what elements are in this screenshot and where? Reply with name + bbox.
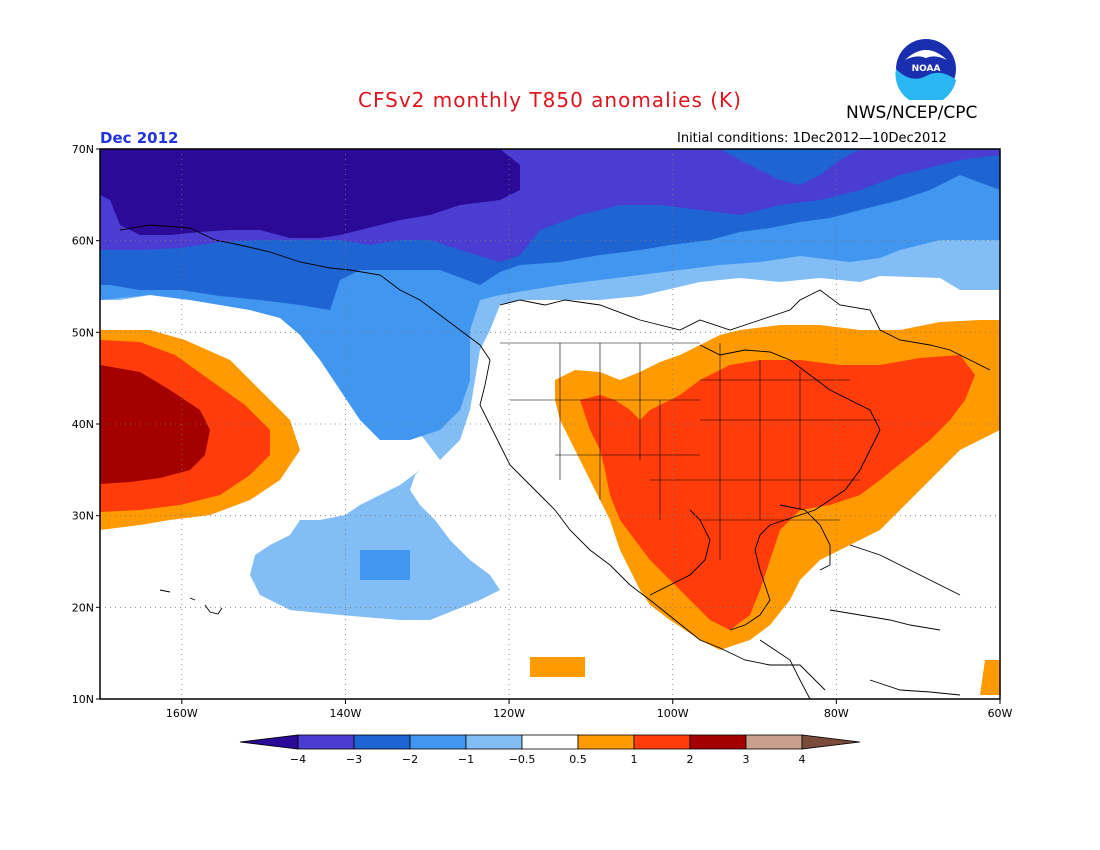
colorbar-swatch	[297, 734, 355, 750]
lat-lon-grid	[100, 149, 1000, 699]
lat-label: 10N	[72, 693, 94, 706]
colorbar: −4 −3 −2 −1 −0.5 0.5 1 2 3 4	[239, 734, 861, 766]
chart-title: CFSv2 monthly T850 anomalies (K)	[358, 88, 742, 112]
colorbar-label: 1	[631, 753, 638, 766]
lon-label: 60W	[988, 707, 1013, 720]
colorbar-label: −3	[346, 753, 362, 766]
lon-label: 80W	[824, 707, 849, 720]
anomaly-band-warm-tropics	[530, 657, 585, 677]
colorbar-swatch	[465, 734, 523, 750]
agency-label: NWS/NCEP/CPC	[846, 103, 978, 123]
colorbar-label: −1	[458, 753, 474, 766]
colorbar-label: −2	[402, 753, 418, 766]
lat-label: 30N	[72, 510, 94, 523]
colorbar-swatch	[689, 734, 747, 750]
colorbar-swatch	[633, 734, 691, 750]
colorbar-swatch	[353, 734, 411, 750]
colorbar-arrow-left	[239, 734, 299, 750]
logo-text: NOAA	[912, 64, 941, 74]
colorbar-arrow-right	[801, 734, 861, 750]
colorbar-swatch	[745, 734, 803, 750]
lon-label: 140W	[330, 707, 362, 720]
colorbar-label: −0.5	[509, 753, 536, 766]
lat-label: 60N	[72, 235, 94, 248]
longitude-labels: 160W 140W 120W 100W 80W 60W	[166, 699, 1013, 720]
lon-label: 160W	[166, 707, 198, 720]
colorbar-swatch	[521, 734, 579, 750]
lat-label: 70N	[72, 143, 94, 156]
anomaly-band-warm-pacific-3	[100, 365, 210, 484]
anomaly-band-warm-caribbean	[980, 660, 1000, 695]
colorbar-label: 4	[799, 753, 806, 766]
lon-label: 100W	[657, 707, 689, 720]
coastlines	[119, 224, 991, 699]
state-borders	[500, 342, 880, 560]
lat-label: 40N	[72, 418, 94, 431]
lon-label: 120W	[493, 707, 525, 720]
colorbar-swatch	[577, 734, 635, 750]
forecast-period: Dec 2012	[100, 129, 179, 147]
anomaly-band-cold-5	[100, 149, 520, 238]
colorbar-swatch	[409, 734, 467, 750]
noaa-logo: NOAA	[895, 38, 957, 105]
lat-label: 20N	[72, 601, 94, 614]
anomaly-band-warm-na-2	[580, 355, 975, 630]
colorbar-label: −4	[290, 753, 306, 766]
lat-label: 50N	[72, 326, 94, 339]
anomaly-band-cold-6	[360, 550, 410, 580]
colorbar-label: 3	[743, 753, 750, 766]
colorbar-label: 2	[687, 753, 694, 766]
initial-conditions: Initial conditions: 1Dec2012—10Dec2012	[677, 131, 947, 146]
latitude-labels: 70N 60N 50N 40N 30N 20N 10N	[72, 143, 100, 706]
colorbar-label: 0.5	[569, 753, 587, 766]
